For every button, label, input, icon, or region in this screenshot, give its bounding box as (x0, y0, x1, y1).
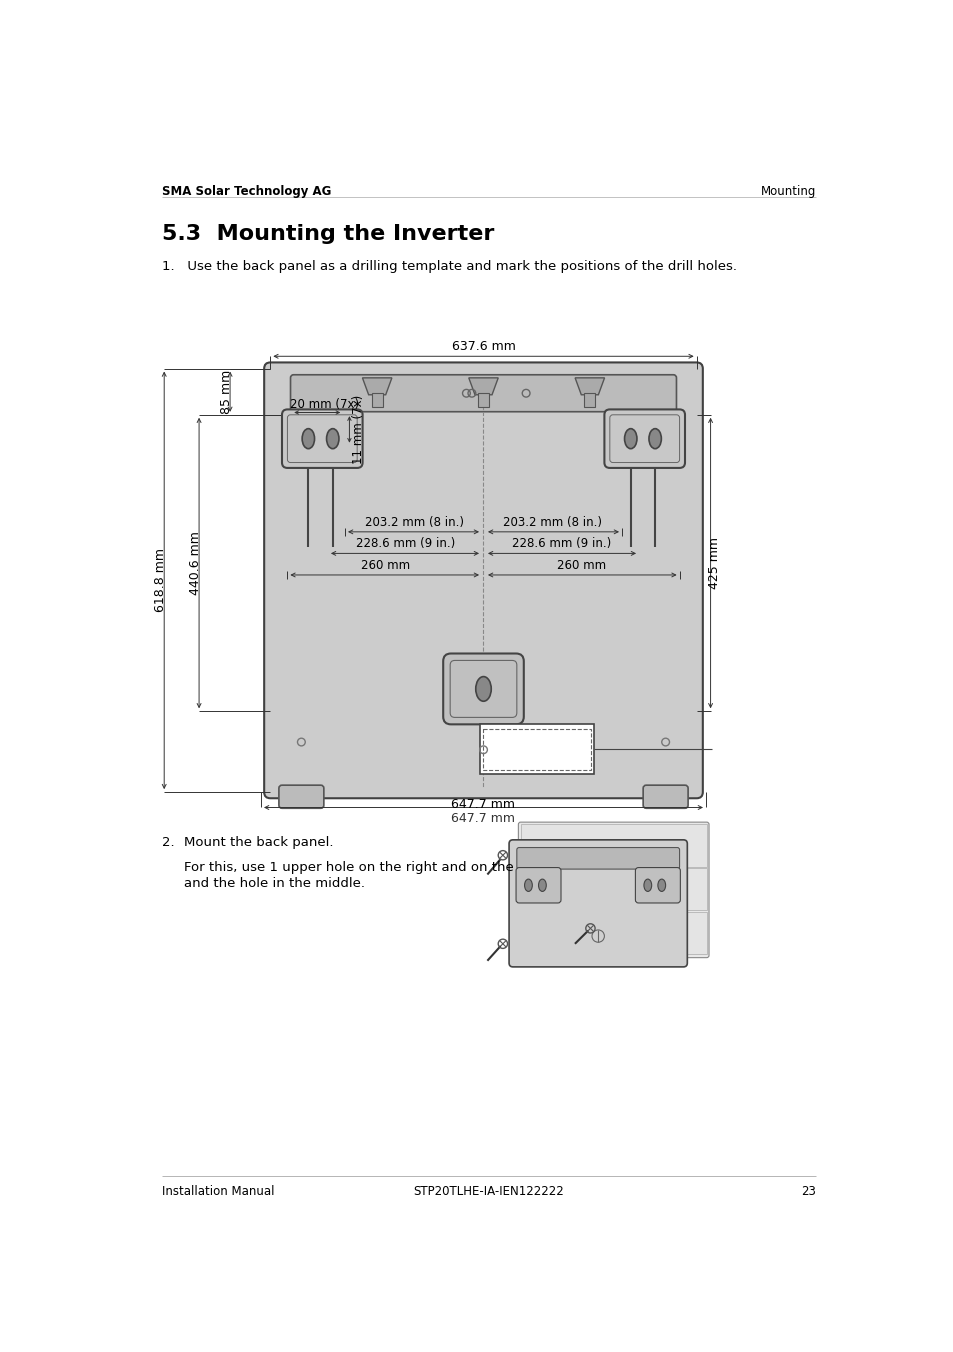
Text: 203.2 mm (8 in.): 203.2 mm (8 in.) (364, 515, 463, 529)
Ellipse shape (537, 879, 546, 891)
Bar (520, 911, 706, 953)
Text: 260 mm: 260 mm (557, 558, 605, 572)
FancyBboxPatch shape (517, 848, 679, 869)
Polygon shape (575, 377, 604, 395)
Text: 5.3  Mounting the Inverter: 5.3 Mounting the Inverter (162, 224, 494, 243)
FancyBboxPatch shape (264, 362, 702, 798)
FancyBboxPatch shape (443, 653, 523, 725)
Ellipse shape (524, 879, 532, 891)
FancyBboxPatch shape (516, 868, 560, 903)
Text: 20 mm (7x): 20 mm (7x) (290, 397, 358, 411)
Text: 203.2 mm (8 in.): 203.2 mm (8 in.) (502, 515, 601, 529)
Bar (477, 393, 488, 407)
Bar (520, 868, 706, 910)
Ellipse shape (326, 429, 338, 449)
Text: 2.: 2. (162, 836, 174, 849)
Bar (520, 825, 706, 867)
FancyBboxPatch shape (642, 786, 687, 808)
Text: 425 mm: 425 mm (707, 537, 720, 589)
Text: Display: Display (485, 731, 532, 744)
Text: 85 mm: 85 mm (220, 369, 233, 414)
Text: 618.8 mm: 618.8 mm (153, 549, 167, 612)
Bar (479, 725, 594, 775)
Text: 23: 23 (801, 1184, 815, 1198)
Text: 647.7 mm: 647.7 mm (451, 798, 515, 811)
Text: Installation Manual: Installation Manual (162, 1184, 274, 1198)
Text: and the hole in the middle.: and the hole in the middle. (183, 877, 364, 890)
Text: 228.6 mm (9 in.): 228.6 mm (9 in.) (511, 537, 610, 550)
FancyBboxPatch shape (509, 840, 686, 967)
Ellipse shape (648, 429, 660, 449)
Text: Mount the back panel.: Mount the back panel. (183, 836, 333, 849)
FancyBboxPatch shape (291, 375, 676, 412)
FancyBboxPatch shape (635, 868, 679, 903)
Text: 637.6 mm: 637.6 mm (451, 341, 515, 353)
Text: 11 mm (7x): 11 mm (7x) (352, 395, 364, 464)
Text: STP20TLHE-IA-IEN122222: STP20TLHE-IA-IEN122222 (413, 1184, 564, 1198)
Text: 647.7 mm: 647.7 mm (451, 813, 515, 825)
FancyBboxPatch shape (604, 410, 684, 468)
Text: 1.   Use the back panel as a drilling template and mark the positions of the dri: 1. Use the back panel as a drilling temp… (162, 260, 736, 273)
Bar (584, 393, 595, 407)
Bar (482, 729, 591, 769)
Ellipse shape (476, 676, 491, 702)
Ellipse shape (624, 429, 637, 449)
FancyBboxPatch shape (517, 822, 708, 957)
Text: 228.6 mm (9 in.): 228.6 mm (9 in.) (355, 537, 455, 550)
Text: Mounting: Mounting (760, 185, 815, 199)
Bar (372, 393, 382, 407)
Polygon shape (362, 377, 392, 395)
FancyBboxPatch shape (282, 410, 362, 468)
Ellipse shape (658, 879, 665, 891)
Text: 260 mm: 260 mm (360, 558, 410, 572)
Text: SMA Solar Technology AG: SMA Solar Technology AG (162, 185, 331, 199)
Ellipse shape (643, 879, 651, 891)
FancyBboxPatch shape (278, 786, 323, 808)
Polygon shape (468, 377, 497, 395)
Ellipse shape (302, 429, 314, 449)
Text: 440.6 mm: 440.6 mm (189, 531, 201, 595)
Text: For this, use 1 upper hole on the right and on the left: For this, use 1 upper hole on the right … (183, 861, 538, 873)
